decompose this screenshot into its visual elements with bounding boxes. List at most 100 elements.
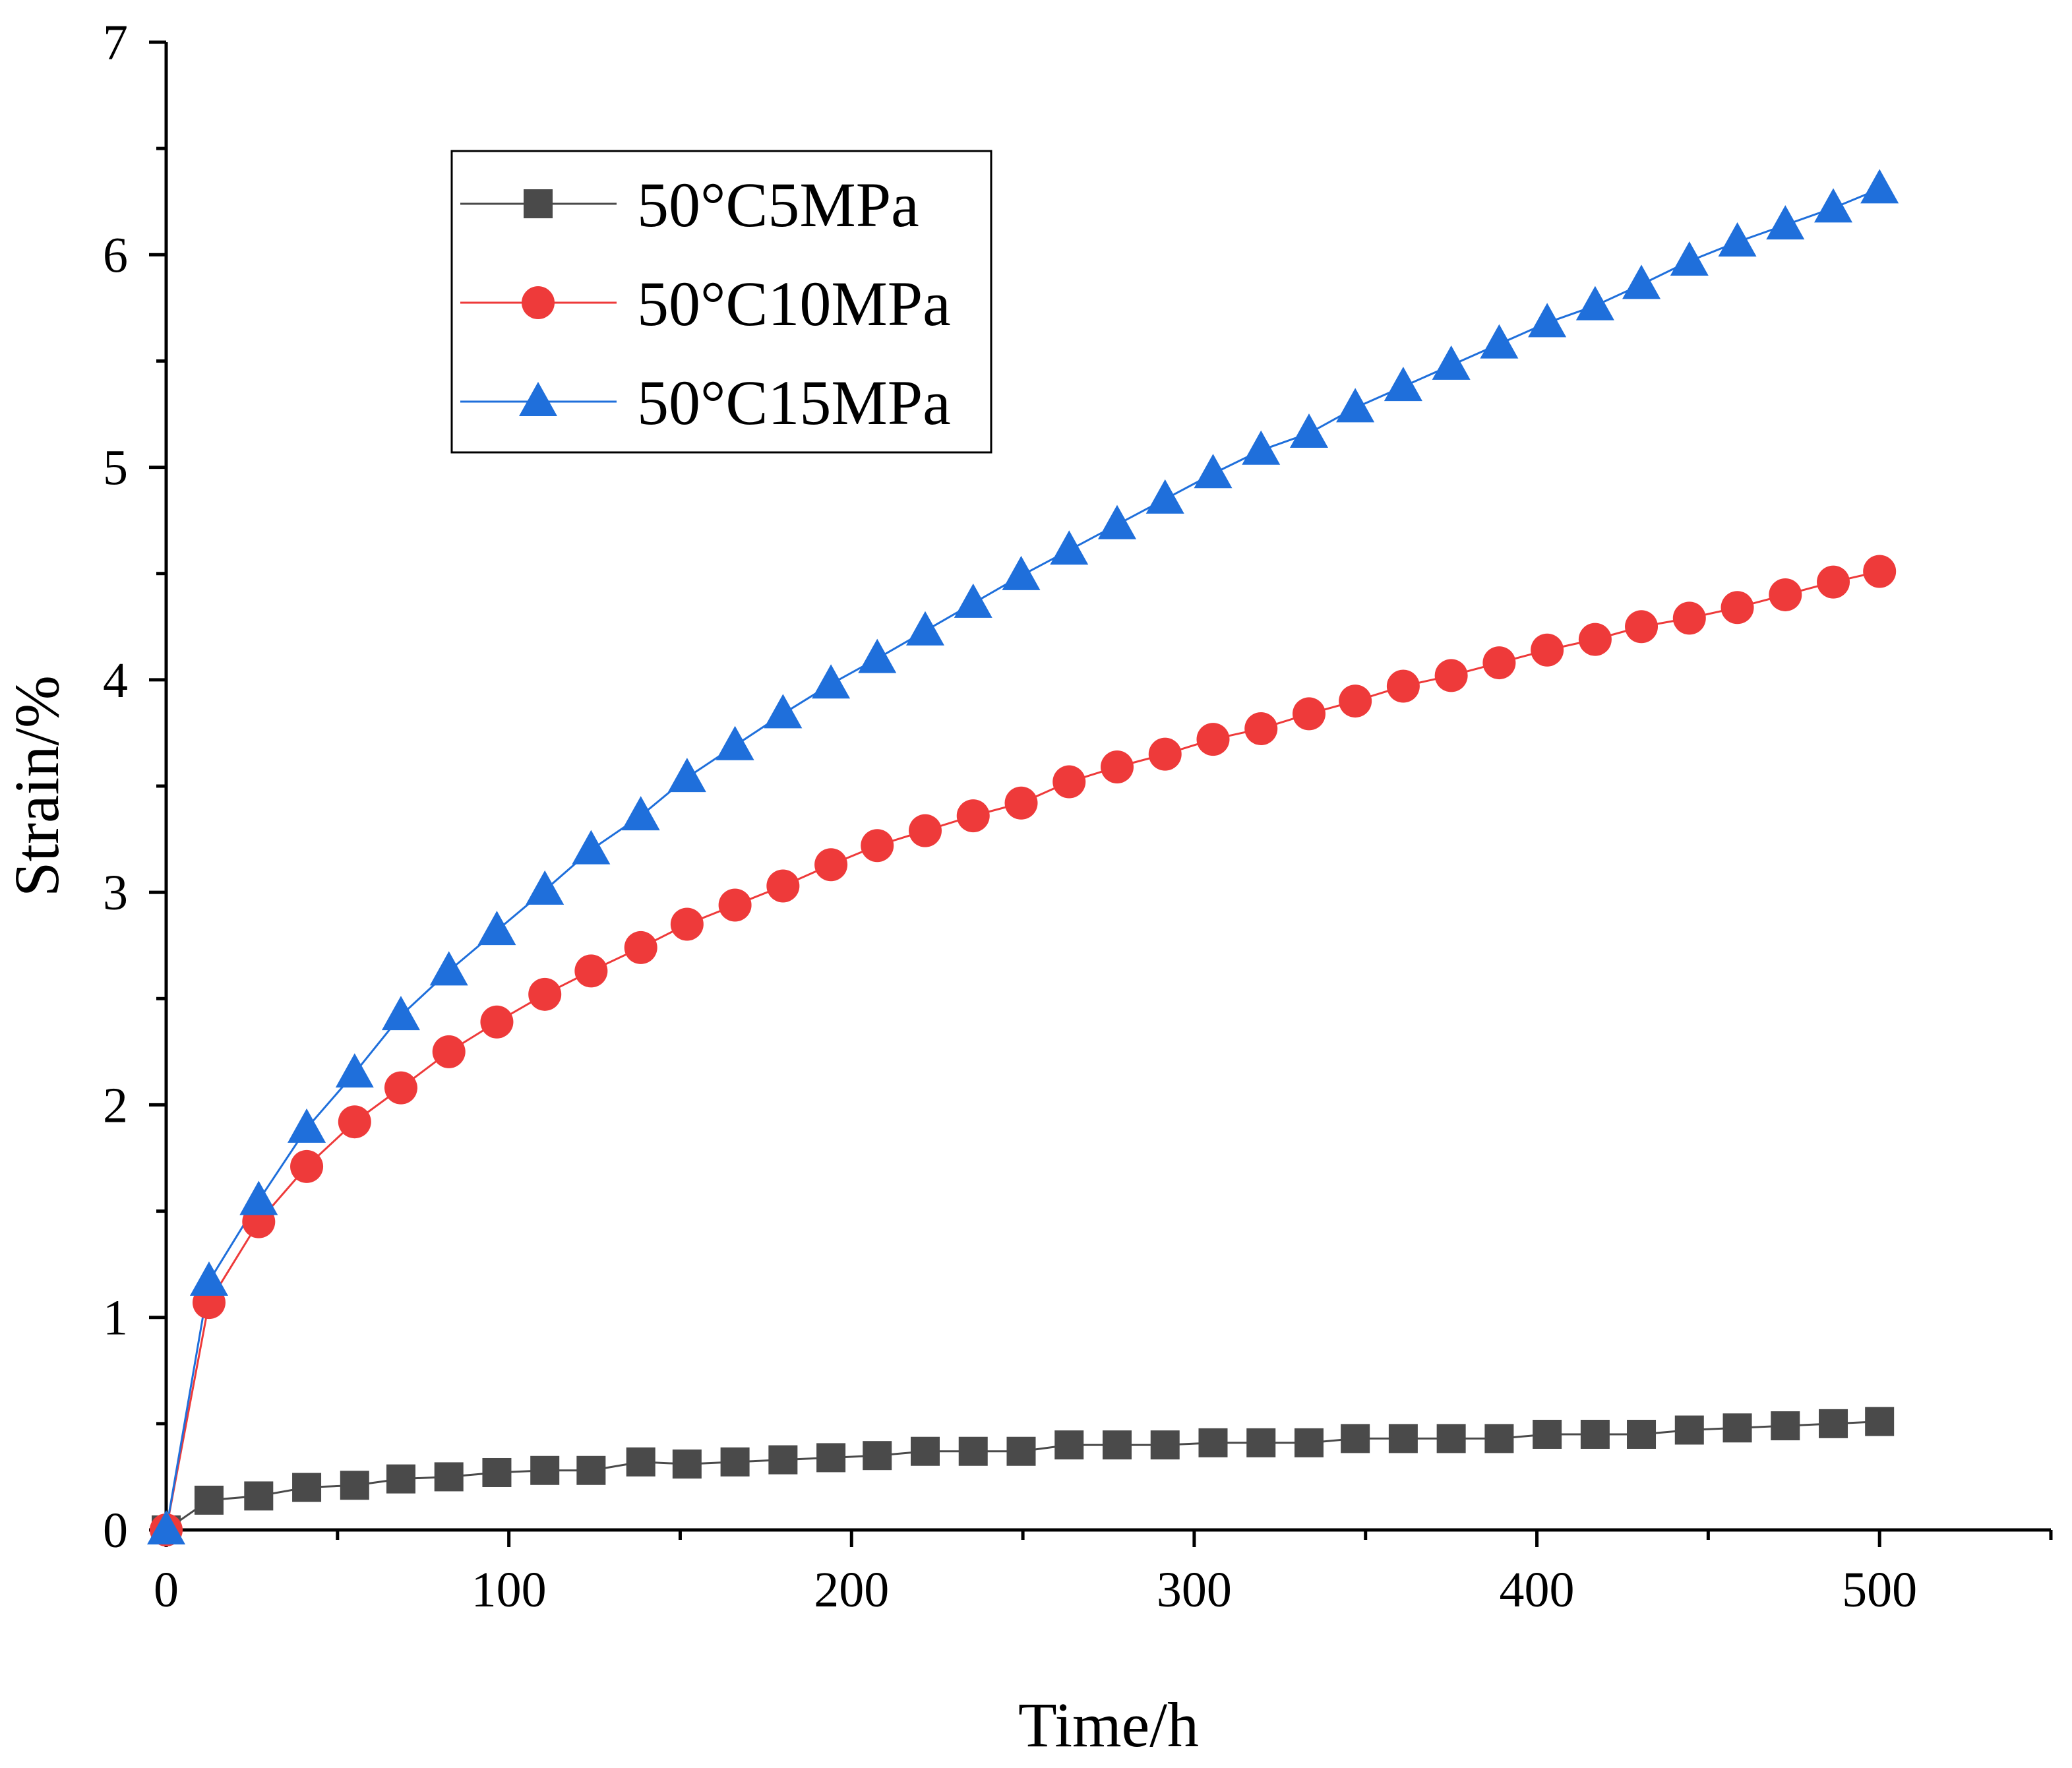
data-point-square [482, 1457, 512, 1487]
data-point-circle [956, 799, 990, 833]
data-point-triangle [1289, 413, 1328, 448]
data-point-square [626, 1447, 655, 1477]
data-point-triangle [147, 1510, 185, 1544]
data-point-circle [574, 954, 608, 988]
legend-label: 50°C10MPa [637, 268, 951, 339]
data-point-triangle [1528, 303, 1567, 338]
x-tick-label: 100 [472, 1562, 547, 1618]
data-point-triangle [716, 725, 754, 760]
series-lines [165, 187, 1880, 1531]
data-point-circle [1482, 646, 1516, 680]
data-point-circle [1578, 623, 1612, 656]
data-point-triangle [1050, 530, 1089, 565]
data-point-square [434, 1462, 464, 1492]
data-point-triangle [764, 694, 803, 729]
data-point-triangle [335, 1053, 374, 1088]
data-point-square [1006, 1436, 1036, 1466]
data-point-triangle [1718, 222, 1757, 257]
data-point-triangle [1002, 555, 1041, 590]
data-point-square [576, 1455, 606, 1485]
data-point-square [1388, 1424, 1418, 1453]
y-tick-label: 5 [103, 441, 128, 496]
data-point-circle [718, 888, 752, 922]
data-point-square [958, 1436, 988, 1466]
data-point-circle [290, 1149, 324, 1183]
data-point-square [1294, 1428, 1324, 1457]
y-tick-label: 4 [103, 653, 128, 708]
data-point-square [1436, 1424, 1466, 1453]
data-point-square [1533, 1419, 1562, 1449]
data-point-circle [338, 1105, 371, 1139]
data-point-circle [814, 848, 848, 882]
data-point-circle [624, 930, 657, 964]
data-point-circle [1244, 712, 1278, 745]
data-point-circle [1863, 555, 1897, 588]
data-point-square [720, 1447, 750, 1477]
data-point-triangle [1097, 504, 1136, 539]
data-point-square [1341, 1424, 1370, 1453]
data-point-square [672, 1449, 702, 1479]
data-point-circle [1052, 765, 1086, 799]
data-point-circle [1196, 723, 1230, 756]
data-point-square [1722, 1413, 1752, 1443]
y-tick-label: 1 [103, 1291, 128, 1346]
y-axis-title: Strain/% [1, 675, 72, 897]
data-point-triangle [621, 796, 660, 831]
series-line-circle [165, 570, 1880, 1531]
x-tick-label: 500 [1842, 1562, 1917, 1618]
series-line-triangle [165, 187, 1880, 1531]
data-point-triangle [429, 951, 468, 986]
data-point-square [1819, 1409, 1848, 1438]
series-markers [147, 169, 1899, 1546]
data-point-triangle [1145, 479, 1184, 514]
data-point-triangle [288, 1108, 326, 1143]
data-point-triangle [381, 996, 420, 1031]
data-point-triangle [812, 664, 851, 699]
data-point-triangle [239, 1180, 278, 1215]
data-point-square [1771, 1411, 1800, 1441]
legend-swatch-marker [522, 286, 555, 319]
data-point-square [910, 1436, 940, 1466]
data-point-square [1102, 1430, 1132, 1460]
data-point-square [1198, 1428, 1228, 1457]
data-point-circle [1769, 578, 1802, 611]
x-tick-label: 0 [154, 1562, 179, 1618]
data-point-circle [1292, 697, 1325, 731]
data-point-triangle [1432, 345, 1471, 380]
legend-label: 50°C5MPa [637, 169, 919, 240]
y-tick-label: 2 [103, 1078, 128, 1133]
y-tick-label: 7 [103, 15, 128, 71]
data-point-circle [480, 1005, 514, 1039]
data-point-square [1580, 1419, 1610, 1449]
data-point-circle [766, 869, 800, 903]
x-tick-label: 300 [1157, 1562, 1232, 1618]
data-point-triangle [858, 638, 897, 673]
data-point-square [816, 1443, 846, 1473]
data-point-circle [528, 977, 562, 1011]
data-point-square [863, 1441, 892, 1471]
legend: 50°C5MPa 50°C10MPa 50°C15MPa [450, 150, 992, 454]
data-point-triangle [905, 611, 944, 646]
y-tick-label: 6 [103, 228, 128, 283]
data-point-circle [384, 1071, 417, 1105]
data-point-circle [1339, 685, 1372, 718]
data-point-triangle [1480, 324, 1519, 359]
data-point-square [1865, 1407, 1895, 1436]
data-point-triangle [189, 1261, 228, 1296]
data-point-circle [670, 907, 704, 941]
data-point-square [1246, 1428, 1276, 1457]
data-point-triangle [1860, 169, 1899, 204]
data-point-circle [861, 829, 894, 863]
legend-label: 50°C15MPa [637, 367, 951, 438]
data-point-circle [1531, 633, 1564, 667]
data-point-triangle [1242, 430, 1281, 465]
data-point-triangle [1575, 286, 1614, 320]
data-point-triangle [526, 870, 564, 905]
data-point-circle [1434, 659, 1468, 692]
data-point-triangle [954, 583, 992, 618]
data-point-circle [432, 1035, 466, 1068]
data-point-triangle [1384, 367, 1422, 402]
data-point-circle [1625, 610, 1659, 644]
data-point-square [1484, 1424, 1514, 1453]
